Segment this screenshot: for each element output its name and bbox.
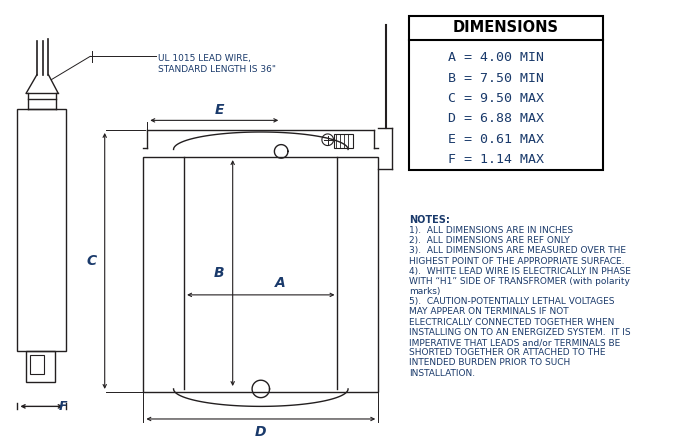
Text: WITH “H1” SIDE OF TRANSFROMER (with polarity: WITH “H1” SIDE OF TRANSFROMER (with pola… bbox=[409, 277, 630, 286]
Text: 4).  WHITE LEAD WIRE IS ELECTRICALLY IN PHASE: 4). WHITE LEAD WIRE IS ELECTRICALLY IN P… bbox=[409, 267, 631, 276]
Bar bbox=[18, 109, 66, 351]
Text: F = 1.14 MAX: F = 1.14 MAX bbox=[448, 153, 544, 166]
Text: E = 0.61 MAX: E = 0.61 MAX bbox=[448, 133, 544, 146]
Text: SHORTED TOGETHER OR ATTACHED TO THE: SHORTED TOGETHER OR ATTACHED TO THE bbox=[409, 348, 605, 357]
Bar bbox=[334, 134, 353, 148]
Text: 1).  ALL DIMENSIONS ARE IN INCHES: 1). ALL DIMENSIONS ARE IN INCHES bbox=[409, 226, 573, 235]
Text: HIGHEST POINT OF THE APPROPRIATE SURFACE.: HIGHEST POINT OF THE APPROPRIATE SURFACE… bbox=[409, 256, 624, 266]
Text: INSTALLING ON TO AN ENERGIZED SYSTEM.  IT IS: INSTALLING ON TO AN ENERGIZED SYSTEM. IT… bbox=[409, 328, 631, 337]
Text: UL 1015 LEAD WIRE,
STANDARD LENGTH IS 36": UL 1015 LEAD WIRE, STANDARD LENGTH IS 36… bbox=[158, 54, 276, 74]
Bar bbox=[144, 157, 378, 392]
Text: E: E bbox=[215, 103, 224, 117]
Bar bbox=[26, 351, 55, 382]
Bar bbox=[30, 355, 44, 374]
Text: INSTALLATION.: INSTALLATION. bbox=[409, 369, 475, 377]
Text: DIMENSIONS: DIMENSIONS bbox=[453, 20, 559, 35]
Text: C = 9.50 MAX: C = 9.50 MAX bbox=[448, 92, 544, 105]
Text: A = 4.00 MIN: A = 4.00 MIN bbox=[448, 51, 544, 64]
Text: A: A bbox=[275, 276, 285, 290]
Text: 2).  ALL DIMENSIONS ARE REF ONLY: 2). ALL DIMENSIONS ARE REF ONLY bbox=[409, 236, 570, 245]
Text: ELECTRICALLY CONNECTED TOGETHER WHEN: ELECTRICALLY CONNECTED TOGETHER WHEN bbox=[409, 318, 614, 326]
Text: 5).  CAUTION-POTENTIALLY LETHAL VOLTAGES: 5). CAUTION-POTENTIALLY LETHAL VOLTAGES bbox=[409, 297, 615, 306]
Text: INTENDED BURDEN PRIOR TO SUCH: INTENDED BURDEN PRIOR TO SUCH bbox=[409, 358, 571, 367]
Text: D: D bbox=[255, 424, 266, 439]
Text: marks): marks) bbox=[409, 287, 441, 296]
Text: B: B bbox=[214, 266, 225, 280]
Text: IMPERATIVE THAT LEADS and/or TERMINALS BE: IMPERATIVE THAT LEADS and/or TERMINALS B… bbox=[409, 338, 620, 347]
Bar bbox=[409, 16, 603, 170]
Text: MAY APPEAR ON TERMINALS IF NOT: MAY APPEAR ON TERMINALS IF NOT bbox=[409, 307, 569, 316]
Text: NOTES:: NOTES: bbox=[409, 215, 450, 225]
Text: 3).  ALL DIMENSIONS ARE MEASURED OVER THE: 3). ALL DIMENSIONS ARE MEASURED OVER THE bbox=[409, 246, 626, 256]
Text: D = 6.88 MAX: D = 6.88 MAX bbox=[448, 113, 544, 125]
Text: B = 7.50 MIN: B = 7.50 MIN bbox=[448, 72, 544, 85]
Text: C: C bbox=[86, 254, 96, 268]
Text: F: F bbox=[59, 400, 67, 413]
